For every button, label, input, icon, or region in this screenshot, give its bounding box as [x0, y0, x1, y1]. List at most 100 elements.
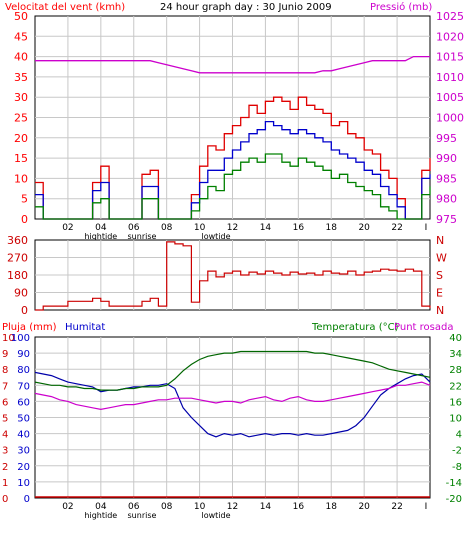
x-tick-label: 22: [391, 502, 402, 512]
x-tick-label: 08: [161, 502, 173, 512]
rain-tick-label: 3: [2, 446, 8, 457]
x-event-label: hightide: [84, 232, 117, 241]
humidity-tick-label: 20: [17, 462, 30, 473]
x-tick-label: 18: [326, 502, 338, 512]
y-tick-label: 0: [21, 213, 28, 226]
rain-tick-label: 10: [2, 333, 15, 344]
temperature-tick-label: 4: [456, 430, 462, 441]
series-line-temperature: [34, 350, 431, 391]
humidity-label: Humitat: [65, 322, 105, 333]
rain-tick-label: 9: [2, 349, 8, 360]
x-tick-label: 14: [260, 502, 272, 512]
graph-title: 24 hour graph day : 30 Junio 2009: [160, 2, 332, 13]
temperature-tick-label: 16: [449, 397, 462, 408]
humidity-tick-label: 100: [11, 333, 30, 344]
compass-tick-label: E: [436, 287, 443, 300]
x-tick-label: 02: [62, 223, 73, 233]
dewpoint-label: Punt rosada: [394, 322, 453, 333]
temperature-tick-label: 34: [449, 349, 462, 360]
temperature-tick-label: -20: [446, 494, 462, 505]
compass-tick-label: W: [436, 252, 447, 265]
y-tick-label: 20: [14, 132, 28, 145]
temperature-tick-label: 10: [449, 414, 462, 425]
wind-direction-line: [35, 241, 431, 311]
x-event-label: sunrise: [128, 232, 157, 241]
y-tick-label: 35: [14, 71, 28, 84]
x-tick-label: I: [425, 223, 428, 233]
humidity-tick-label: 10: [17, 478, 30, 489]
pressure-label: Pressió (mb): [370, 1, 432, 13]
temperature-tick-label: -14: [446, 478, 462, 489]
rain-tick-label: 7: [2, 381, 8, 392]
y-tick-label: 360: [7, 234, 28, 247]
x-event-label: sunrise: [128, 511, 157, 520]
x-tick-label: 04: [95, 502, 107, 512]
humidity-tick-label: 40: [17, 430, 30, 441]
humidity-tick-label: 30: [17, 446, 30, 457]
compass-tick-label: N: [436, 234, 444, 247]
rain-label: Pluja (mm): [2, 322, 57, 333]
x-tick-label: 12: [227, 223, 238, 233]
x-tick-label: 10: [194, 502, 206, 512]
temperature-tick-label: -8: [452, 462, 462, 473]
y-tick-label: 45: [14, 30, 28, 43]
temperature-tick-label: 40: [449, 333, 462, 344]
temperature-tick-label: 28: [449, 365, 462, 376]
x-tick-label: 16: [293, 502, 305, 512]
temperature-tick-label: -2: [452, 446, 462, 457]
rain-tick-label: 6: [2, 397, 8, 408]
y2-tick-label: 985: [436, 172, 457, 185]
humidity-tick-label: 60: [17, 397, 30, 408]
rain-tick-label: 4: [2, 430, 8, 441]
x-event-label: lowtide: [202, 511, 231, 520]
y-tick-label: 5: [21, 193, 28, 206]
y-tick-label: 15: [14, 152, 28, 165]
compass-tick-label: S: [436, 269, 443, 282]
x-tick-label: 16: [293, 223, 305, 233]
x-tick-label: 02: [62, 502, 73, 512]
x-tick-label: 08: [161, 223, 173, 233]
series-line-humidity: [34, 371, 431, 438]
y-tick-label: 25: [14, 112, 28, 125]
y2-tick-label: 975: [436, 213, 457, 226]
x-tick-label: 22: [391, 223, 402, 233]
wind-speed-label: Velocitat del vent (kmh): [5, 2, 125, 13]
humidity-tick-label: 80: [17, 365, 30, 376]
x-tick-label: 14: [260, 223, 272, 233]
y2-tick-label: 1020: [436, 30, 464, 43]
rain-tick-label: 8: [2, 365, 8, 376]
y-tick-label: 50: [14, 10, 28, 23]
y2-tick-label: 1000: [436, 112, 464, 125]
y2-tick-label: 1025: [436, 10, 464, 23]
x-tick-label: 20: [358, 502, 370, 512]
y-tick-label: 30: [14, 91, 28, 104]
rain-tick-label: 5: [2, 414, 8, 425]
series-line-pressure: [35, 55, 430, 74]
x-tick-label: 06: [128, 223, 140, 233]
y2-tick-label: 990: [436, 152, 457, 165]
y2-tick-label: 1005: [436, 91, 464, 104]
x-tick-label: 04: [95, 223, 107, 233]
rain-tick-label: 0: [2, 494, 8, 505]
humidity-tick-label: 0: [24, 494, 30, 505]
temperature-tick-label: 22: [449, 381, 462, 392]
y2-tick-label: 980: [436, 193, 457, 206]
y-tick-label: 270: [7, 252, 28, 265]
y-tick-label: 180: [7, 269, 28, 282]
y2-tick-label: 1010: [436, 71, 464, 84]
x-event-label: hightide: [84, 511, 117, 520]
x-tick-label: 20: [358, 223, 370, 233]
series-line-min_wind: [35, 153, 431, 220]
series-line-dewpoint: [34, 381, 431, 411]
x-tick-label: I: [425, 502, 428, 512]
rain-tick-label: 1: [2, 478, 8, 489]
humidity-tick-label: 90: [17, 349, 30, 360]
compass-tick-label: N: [436, 304, 444, 317]
humidity-tick-label: 70: [17, 381, 30, 392]
x-tick-label: 18: [326, 223, 338, 233]
y-tick-label: 40: [14, 51, 28, 64]
x-tick-label: 10: [194, 223, 206, 233]
rain-tick-label: 2: [2, 462, 8, 473]
